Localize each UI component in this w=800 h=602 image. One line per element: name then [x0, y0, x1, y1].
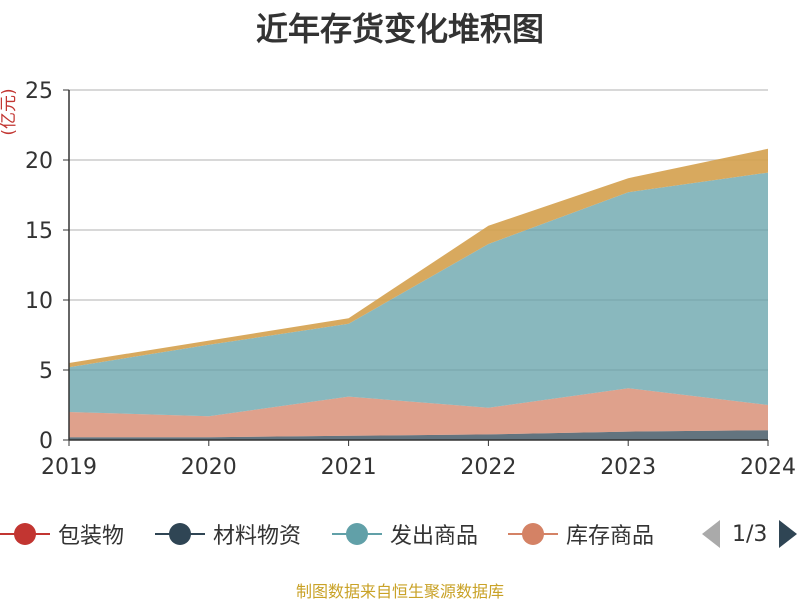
legend-pager: 1/3 — [700, 514, 799, 554]
y-tick-label: 5 — [39, 359, 53, 384]
chart-title: 近年存货变化堆积图 — [255, 10, 544, 48]
x-tick-label: 2022 — [460, 455, 516, 480]
legend-item-baozhuangwu[interactable]: 包装物 — [0, 514, 124, 554]
y-tick-label: 0 — [39, 429, 53, 454]
x-tick-label: 2023 — [600, 455, 656, 480]
legend-item-kucunshangpin[interactable]: 库存商品 — [508, 514, 654, 554]
y-tick-label: 20 — [25, 149, 53, 174]
legend: 包装物 材料物资 发出商品 库存商品 1/3 — [0, 514, 800, 554]
legend-label: 包装物 — [58, 524, 125, 549]
area-series-4 — [69, 172, 768, 417]
x-tick-label: 2024 — [740, 455, 796, 480]
axes: 0 5 10 15 20 25 2019 2020 2021 2022 2023 2024 — [25, 79, 796, 480]
legend-item-fachushangpin[interactable]: 发出商品 — [332, 514, 478, 554]
legend-label: 发出商品 — [390, 524, 479, 549]
x-tick-label: 2021 — [321, 455, 377, 480]
y-tick-label: 25 — [25, 79, 53, 104]
legend-label: 库存商品 — [566, 524, 655, 549]
pager-next-arrow-icon[interactable] — [777, 519, 799, 549]
legend-symbol-circle-icon — [0, 523, 50, 545]
pager-page-indicator: 1/3 — [732, 521, 768, 547]
legend-item-cailiaowuzi[interactable]: 材料物资 — [155, 514, 301, 554]
area-series-3 — [69, 388, 768, 438]
area-series-5 — [69, 148, 768, 368]
y-tick-label: 15 — [25, 219, 53, 244]
stacked-areas — [69, 148, 768, 440]
x-tick-label: 2020 — [181, 455, 237, 480]
legend-symbol-circle-icon — [155, 523, 205, 545]
pager-prev-arrow-icon[interactable] — [700, 519, 722, 549]
source-note: 制图数据来自恒生聚源数据库 — [295, 582, 504, 601]
x-tick-label: 2019 — [41, 455, 97, 480]
legend-symbol-circle-icon — [332, 523, 382, 545]
legend-label: 材料物资 — [213, 524, 302, 549]
area-series-2 — [69, 430, 768, 440]
y-axis-unit-label: (亿元) — [0, 88, 19, 135]
legend-symbol-circle-icon — [508, 523, 558, 545]
y-tick-label: 10 — [25, 289, 53, 314]
